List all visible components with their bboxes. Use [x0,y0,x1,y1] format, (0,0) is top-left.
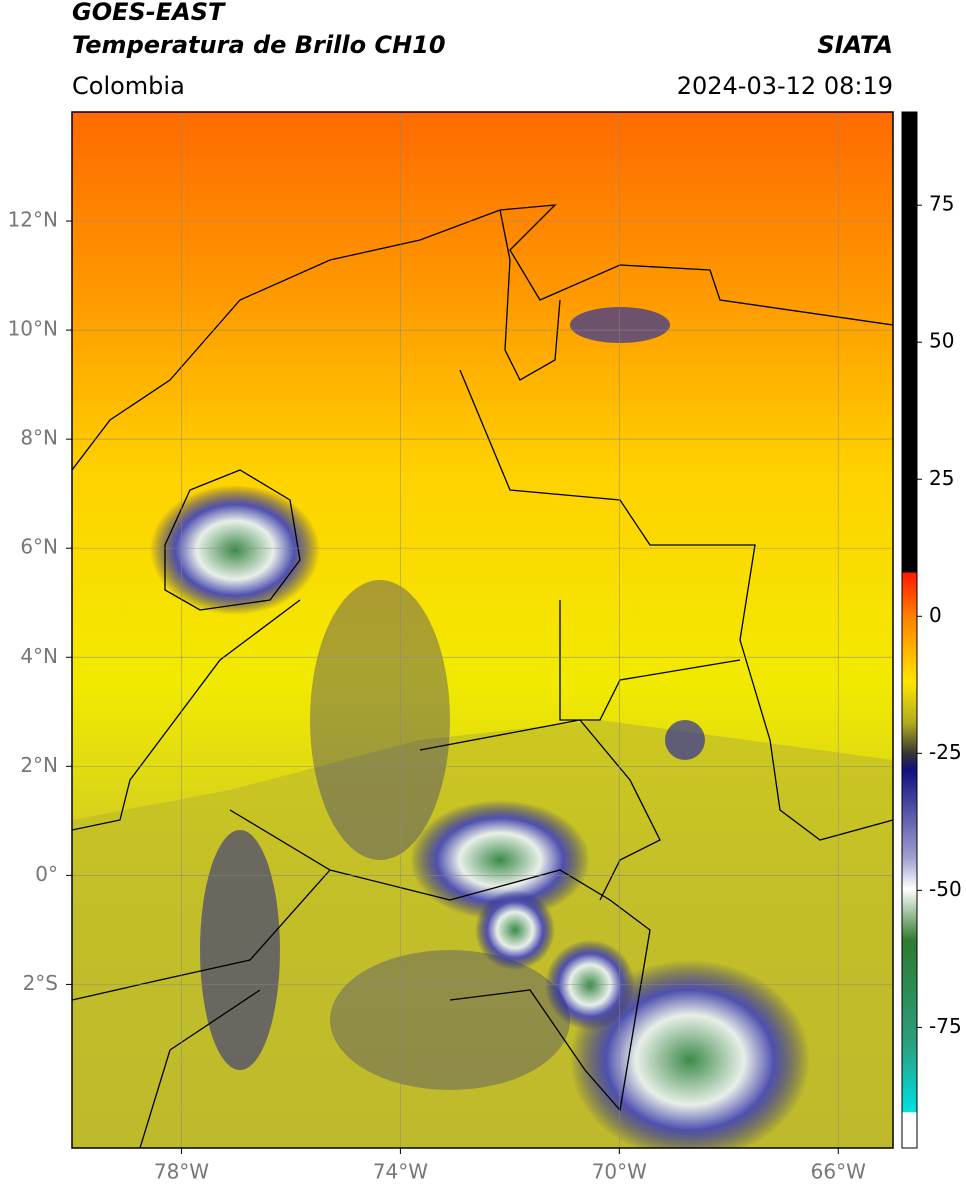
coastline [164,469,301,611]
border [419,719,661,901]
x-tick-label: 70°W [592,1160,647,1184]
map-frame [71,111,894,1149]
y-tick-label: 6°N [20,535,58,559]
y-tick-label: 8°N [20,426,58,450]
y-tick-label: 4°N [20,644,58,668]
colorbar-tick-label: -75 [929,1014,962,1038]
border [559,600,741,721]
colorbar-tick-label: 50 [929,329,954,353]
cloud [475,890,555,970]
coastline [72,599,301,831]
cloud [200,830,280,1070]
satellite-image [72,112,893,1148]
border [459,369,893,841]
x-tick-label: 66°W [811,1160,866,1184]
cloud [545,940,635,1030]
colorbar-tick-label: -25 [929,740,962,764]
colorbar-tick-label: 75 [929,192,954,216]
title: GOES-EAST [72,0,226,26]
cloud [310,580,450,860]
x-tick-label: 74°W [373,1160,428,1184]
timestamp: 2024-03-12 08:19 [677,72,893,100]
cloud [410,800,590,920]
y-tick-label: 2°S [23,971,58,995]
border [139,989,261,1148]
cloud [570,307,670,343]
gridlines [72,112,893,1148]
brand: SIATA [817,31,893,59]
region: Colombia [72,72,185,100]
y-tick-label: 0° [35,862,58,886]
x-tick-label: 78°W [154,1160,209,1184]
colorbar-tick-label: -50 [929,877,962,901]
cloud [150,485,320,615]
y-tick-label: 2°N [20,753,58,777]
y-tick-label: 12°N [8,208,58,232]
cloud [570,960,810,1148]
coastline [499,209,561,381]
border [72,869,331,1001]
cloud [330,950,570,1090]
colorbar-tick-label: 0 [929,603,942,627]
title: Temperatura de Brillo CH10 [72,31,446,59]
cloud [665,720,705,760]
colorbar-tick-label: 25 [929,466,954,490]
border [229,809,651,1112]
y-tick-label: 10°N [8,317,58,341]
colorbar [901,111,918,1149]
